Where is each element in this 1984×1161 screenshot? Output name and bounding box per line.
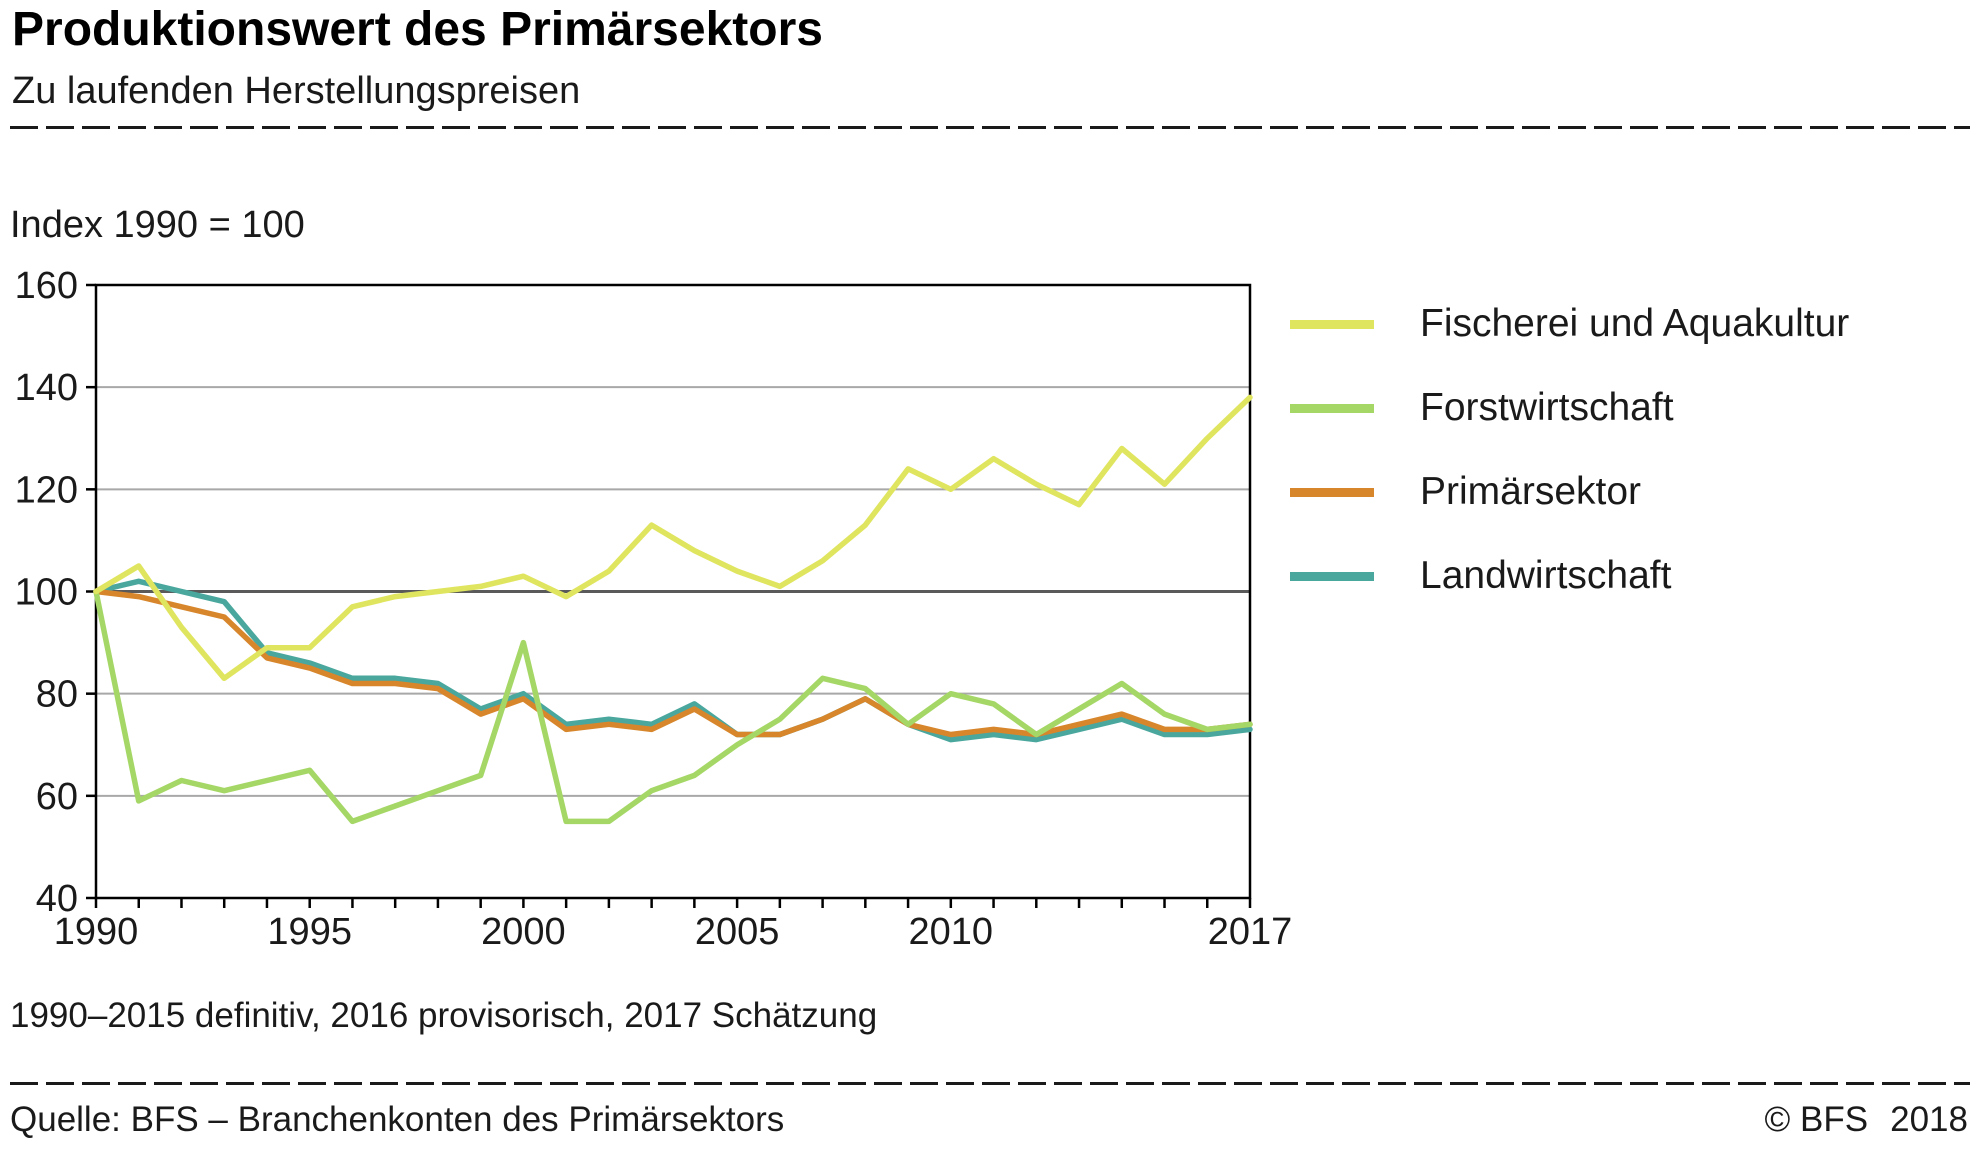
x-tick-label: 1990 — [54, 911, 139, 953]
chart-footnote: 1990–2015 definitiv, 2016 provisorisch, … — [10, 996, 878, 1035]
line-chart: 40 60 80 100 120 140 160 1990 1995 2000 2005 2010 20… — [0, 250, 1984, 965]
series-line-landwirtschaft — [93, 578, 1253, 743]
legend-label: Landwirtschaft — [1420, 554, 1672, 597]
legend-label: Fischerei und Aquakultur — [1420, 302, 1850, 345]
x-tick-label: 2000 — [481, 911, 566, 953]
source-text: Quelle: BFS – Branchenkonten des Primärs… — [10, 1100, 785, 1139]
legend-swatch-fischerei-und-aquakultur — [1290, 319, 1374, 329]
top-separator — [10, 126, 1970, 129]
page-subtitle: Zu laufenden Herstellungspreisen — [12, 70, 581, 112]
legend-item-primaersektor: Primärsektor — [1290, 450, 1849, 534]
chart-legend: Fischerei und Aquakultur Forstwirtschaft… — [1290, 282, 1849, 618]
y-tick-label: 60 — [36, 776, 78, 818]
bottom-separator — [10, 1082, 1970, 1085]
legend-label: Primärsektor — [1420, 470, 1642, 513]
x-tick-label: 2005 — [695, 911, 780, 953]
legend-label: Forstwirtschaft — [1420, 386, 1674, 429]
series-line-prim-rsektor — [93, 588, 1253, 738]
copyright-text: © BFS 2018 — [1765, 1100, 1968, 1140]
copyright-year: 2018 — [1890, 1100, 1968, 1139]
page-footer: Quelle: BFS – Branchenkonten des Primärs… — [10, 1100, 1968, 1140]
y-tick-label: 80 — [36, 674, 78, 716]
line-chart-svg: 40 60 80 100 120 140 160 1990 1995 2000 2005 2010 20… — [15, 265, 1293, 953]
y-tick-label: 160 — [15, 265, 78, 307]
legend-item-fischerei-und-aquakultur: Fischerei und Aquakultur — [1290, 282, 1849, 366]
legend-swatch-primaersektor — [1290, 487, 1374, 497]
page-title: Produktionswert des Primärsektors — [12, 3, 823, 56]
x-tick-label: 2017 — [1208, 911, 1293, 953]
y-tick-label: 140 — [15, 367, 78, 409]
y-tick-label: 40 — [36, 878, 78, 920]
y-tick-label: 120 — [15, 469, 78, 511]
copyright-label: © BFS — [1764, 1100, 1869, 1139]
x-tick-label: 2010 — [909, 911, 994, 953]
legend-swatch-landwirtschaft — [1290, 571, 1374, 581]
series-line-forstwirtschaft — [93, 588, 1253, 825]
series-line-fischerei-und-aquakultur — [93, 394, 1253, 682]
legend-item-forstwirtschaft: Forstwirtschaft — [1290, 366, 1849, 450]
legend-swatch-forstwirtschaft — [1290, 403, 1374, 413]
index-note: Index 1990 = 100 — [10, 204, 305, 246]
y-tick-label: 100 — [15, 572, 78, 614]
legend-item-landwirtschaft: Landwirtschaft — [1290, 534, 1849, 618]
x-tick-label: 1995 — [267, 911, 352, 953]
